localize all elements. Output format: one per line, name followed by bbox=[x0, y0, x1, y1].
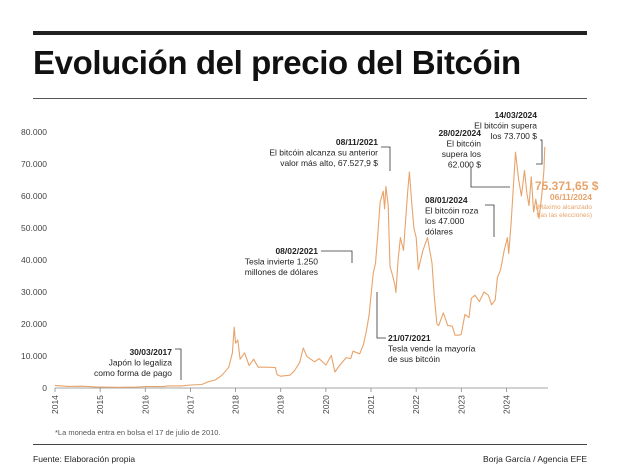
page-title: Evolución del precio del Bitcóin bbox=[33, 44, 521, 81]
annotation-tesla-sell-text: Tesla vende la mayoría bbox=[388, 344, 476, 354]
annotation-japan-text: Japón lo legaliza bbox=[109, 358, 173, 368]
annotation-ath-2021-text: valor más alto, 67.527,9 $ bbox=[280, 158, 378, 168]
annotation-62000-text: 62.000 $ bbox=[448, 160, 481, 170]
x-tick-label: 2020 bbox=[321, 395, 331, 414]
annotation-ath-2021-text: El bitcóin alcanza su anterior bbox=[269, 148, 378, 158]
current-note: tras las elecciones) bbox=[536, 212, 592, 219]
x-tick-label: 2022 bbox=[411, 395, 421, 414]
annotation-73700-text: los 73.700 $ bbox=[491, 131, 538, 141]
current-value: 75.371,65 $ bbox=[535, 179, 599, 193]
annotation-tesla-sell-date: 21/07/2021 bbox=[388, 333, 431, 343]
x-tick-label: 2017 bbox=[185, 395, 195, 414]
annotation-tesla-buy-date: 08/02/2021 bbox=[275, 246, 318, 256]
y-tick-label: 10.000 bbox=[21, 351, 47, 361]
y-tick-label: 20.000 bbox=[21, 319, 47, 329]
footnote: *La moneda entra en bolsa el 17 de julio… bbox=[55, 428, 221, 437]
x-tick-label: 2016 bbox=[140, 395, 150, 414]
leader-line bbox=[376, 292, 386, 339]
y-tick-label: 30.000 bbox=[21, 287, 47, 297]
price-series bbox=[54, 146, 546, 388]
y-tick-label: 70.000 bbox=[21, 159, 47, 169]
annotation-73700-text: El bitcóin supera bbox=[474, 121, 537, 131]
bottom-rule bbox=[33, 444, 587, 445]
annotation-62000-date: 28/02/2024 bbox=[438, 128, 481, 138]
annotation-tesla-sell-text: de sus bitcóin bbox=[388, 354, 440, 364]
leader-line bbox=[485, 204, 495, 237]
current-date: 06/11/2024 bbox=[550, 192, 592, 202]
annotation-47000-text: El bitcóin roza bbox=[425, 206, 479, 216]
x-tick-label: 2019 bbox=[276, 395, 286, 414]
annotation-ath-2021-date: 08/11/2021 bbox=[336, 137, 378, 147]
y-axis: 0 10.000 20.000 30.000 40.000 50.000 60.000 70.… bbox=[21, 127, 47, 393]
title-divider bbox=[33, 98, 587, 99]
annotation-62000-text: El bitcóin bbox=[447, 139, 482, 149]
credit-label: Borja García / Agencia EFE bbox=[483, 454, 587, 464]
x-axis: 2014 2015 2016 2017 2018 2019 2020 2021 2022 2023… bbox=[50, 387, 548, 414]
annotation-47000-text: los 47.000 bbox=[425, 216, 464, 226]
annotation-japan-date: 30/03/2017 bbox=[129, 347, 172, 357]
y-tick-label: 50.000 bbox=[21, 223, 47, 233]
annotation-73700-date: 14/03/2024 bbox=[494, 110, 537, 120]
annotation-leaders bbox=[175, 139, 543, 380]
leader-line bbox=[175, 348, 182, 380]
y-tick-label: 60.000 bbox=[21, 191, 47, 201]
x-tick-label: 2024 bbox=[501, 395, 511, 414]
price-line bbox=[54, 146, 546, 388]
leader-line bbox=[381, 146, 391, 171]
annotation-47000-date: 08/01/2024 bbox=[425, 195, 468, 205]
y-tick-label: 80.000 bbox=[21, 127, 47, 137]
annotation-47000-text: dólares bbox=[425, 227, 453, 237]
top-rule bbox=[33, 31, 587, 35]
y-tick-label: 0 bbox=[42, 383, 47, 393]
leader-line bbox=[470, 167, 510, 188]
x-tick-label: 2023 bbox=[456, 395, 466, 414]
current-note: (Máximo alcanzado bbox=[536, 204, 593, 211]
leader-line bbox=[536, 139, 543, 165]
annotation-62000-text: supera los bbox=[442, 149, 481, 159]
source-label: Fuente: Elaboración propia bbox=[33, 454, 136, 464]
x-tick-label: 2021 bbox=[366, 395, 376, 414]
x-tick-label: 2014 bbox=[50, 395, 60, 414]
x-tick-label: 2015 bbox=[95, 395, 105, 414]
annotation-tesla-buy-text: Tesla invierte 1.250 bbox=[245, 257, 319, 267]
y-tick-label: 40.000 bbox=[21, 255, 47, 265]
annotation-tesla-buy-text: millones de dólares bbox=[245, 267, 318, 277]
x-tick-label: 2018 bbox=[231, 395, 241, 414]
annotation-japan-text: como forma de pago bbox=[94, 368, 172, 378]
leader-line bbox=[321, 250, 353, 263]
